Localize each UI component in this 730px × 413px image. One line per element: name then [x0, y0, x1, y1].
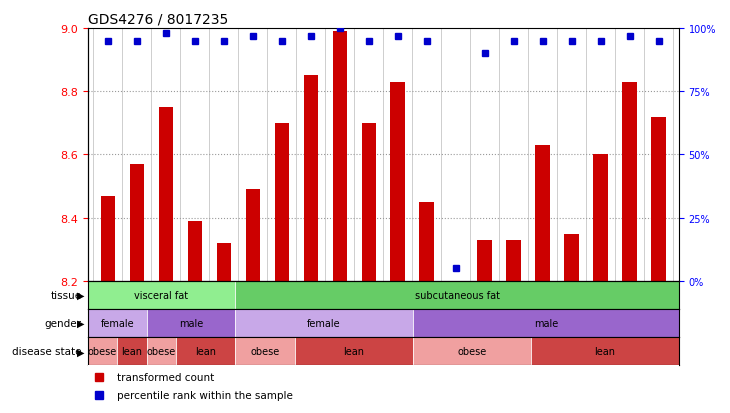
Text: obese: obese: [250, 347, 280, 356]
Bar: [130, 165, 144, 281]
FancyBboxPatch shape: [235, 337, 295, 366]
Bar: [333, 32, 347, 281]
Bar: [101, 196, 115, 281]
Bar: [651, 117, 666, 281]
Bar: [535, 146, 550, 281]
Bar: [274, 123, 289, 281]
Bar: [188, 221, 202, 281]
Text: subcutaneous fat: subcutaneous fat: [415, 290, 499, 300]
FancyBboxPatch shape: [88, 309, 147, 337]
FancyBboxPatch shape: [235, 309, 413, 337]
Text: disease state: disease state: [12, 347, 82, 356]
Text: lean: lean: [121, 347, 142, 356]
Bar: [507, 240, 521, 281]
FancyBboxPatch shape: [531, 337, 679, 366]
FancyBboxPatch shape: [177, 337, 235, 366]
Text: transformed count: transformed count: [117, 372, 215, 382]
Text: male: male: [534, 318, 558, 328]
Text: male: male: [179, 318, 203, 328]
Text: gender: gender: [45, 318, 82, 328]
FancyBboxPatch shape: [147, 337, 177, 366]
Bar: [477, 240, 492, 281]
Bar: [304, 76, 318, 281]
Text: ▶: ▶: [77, 290, 85, 300]
FancyBboxPatch shape: [88, 337, 117, 366]
Text: obese: obese: [457, 347, 487, 356]
FancyBboxPatch shape: [235, 281, 679, 309]
FancyBboxPatch shape: [88, 281, 235, 309]
Text: female: female: [307, 318, 341, 328]
Bar: [391, 83, 405, 281]
Text: lean: lean: [196, 347, 216, 356]
Text: lean: lean: [343, 347, 364, 356]
Bar: [245, 190, 260, 281]
Bar: [158, 108, 173, 281]
Text: GDS4276 / 8017235: GDS4276 / 8017235: [88, 12, 228, 26]
FancyBboxPatch shape: [117, 337, 147, 366]
Text: obese: obese: [88, 347, 117, 356]
Text: tissue: tissue: [50, 290, 82, 300]
Bar: [593, 155, 608, 281]
Bar: [361, 123, 376, 281]
Text: lean: lean: [594, 347, 615, 356]
Bar: [420, 202, 434, 281]
Text: visceral fat: visceral fat: [134, 290, 188, 300]
FancyBboxPatch shape: [295, 337, 413, 366]
FancyBboxPatch shape: [413, 309, 679, 337]
Bar: [564, 234, 579, 281]
FancyBboxPatch shape: [147, 309, 235, 337]
Text: ▶: ▶: [77, 318, 85, 328]
Bar: [217, 244, 231, 281]
Text: female: female: [100, 318, 134, 328]
Bar: [623, 83, 637, 281]
FancyBboxPatch shape: [413, 337, 531, 366]
Text: percentile rank within the sample: percentile rank within the sample: [117, 390, 293, 400]
Text: obese: obese: [147, 347, 176, 356]
Text: ▶: ▶: [77, 347, 85, 356]
